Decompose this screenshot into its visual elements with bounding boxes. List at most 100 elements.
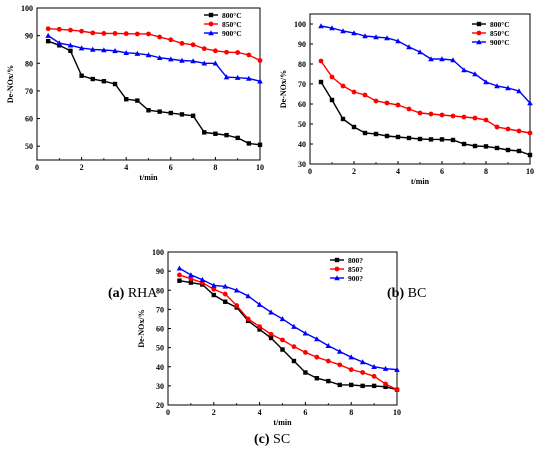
data-point [505,126,511,132]
data-point [201,46,207,52]
data-point [134,50,141,56]
y-tick-label: 50 [156,344,164,353]
data-point [505,147,511,153]
data-point [268,309,274,315]
x-tick-label: 6 [303,408,307,417]
series-3 [318,23,533,106]
data-point [223,74,230,80]
data-point [211,286,217,292]
data-point [325,342,332,348]
legend-label: 800°C [490,20,510,29]
y-axis-label: De-NOx/% [137,309,146,347]
x-axis-label: t/min [273,418,292,427]
data-point [373,98,379,104]
x-tick-label: 2 [352,167,356,176]
data-point [314,354,320,360]
data-point [384,35,390,41]
legend-label: 900°C [222,29,242,38]
data-point [45,32,51,38]
y-axis-label: De-NOx/% [6,65,15,103]
x-tick-label: 6 [440,167,444,176]
data-point [257,142,263,147]
x-tick-label: 4 [258,408,262,417]
data-point [224,49,229,55]
data-point [190,113,196,118]
data-point [90,76,95,82]
legend-marker [476,21,482,27]
y-tick-label: 40 [298,140,306,149]
data-point [494,83,500,89]
data-point [395,134,401,140]
series-3 [45,32,263,84]
x-tick-label: 4 [396,167,400,176]
data-point [90,30,96,36]
data-point [123,31,129,37]
data-point [314,376,320,381]
data-point [303,370,308,375]
data-point [279,316,286,322]
data-point [101,47,107,53]
data-point [348,367,354,373]
data-point [146,31,151,37]
data-point [68,27,73,33]
data-point [373,34,379,40]
data-point [146,108,151,113]
data-point [326,378,331,384]
data-point [234,303,240,308]
y-tick-label: 50 [25,142,33,151]
data-point [362,33,368,39]
y-tick-label: 80 [156,286,164,295]
data-point [67,42,74,48]
data-point [336,348,343,354]
data-point [68,48,73,54]
data-point [417,136,423,142]
legend-marker [476,30,482,36]
data-point [268,335,274,341]
data-point [280,347,285,352]
y-tick-label: 60 [298,100,306,109]
data-point [428,56,434,62]
data-point [257,78,263,84]
data-point [383,384,388,390]
data-point [483,117,489,123]
data-point [234,74,241,80]
data-point [461,114,467,120]
legend-label: 900? [348,274,363,283]
legend-marker [334,257,340,263]
data-point [112,48,118,54]
data-point [145,52,152,58]
y-tick-label: 50 [298,120,306,129]
data-point [188,272,194,278]
data-point [472,143,478,149]
data-point [303,350,308,355]
data-point [212,60,219,66]
data-point [190,42,196,48]
data-point [406,44,412,50]
data-point [222,291,228,297]
y-tick-label: 100 [294,20,306,29]
data-point [329,74,335,80]
x-tick-label: 4 [124,163,128,172]
caption-c-text: SC [273,432,291,447]
caption-c-letter: (c) [254,432,270,447]
data-point [245,293,251,299]
chart-panel-2: 0 2 4 6 8 10 30 40 50 60 70 80 90 100 t/min De-NOx/% 800… [279,13,534,186]
series-1 [45,38,263,147]
chart-panel-1: 0 2 4 6 8 10 50 60 70 80 90 100 t/min De-NOx/% 800°C85… [6,4,264,182]
data-point [123,49,129,56]
series-2 [45,26,263,63]
data-point [157,34,163,40]
data-point [394,387,400,393]
series-line [47,35,261,82]
data-point [494,145,500,151]
legend-label: 800? [348,256,363,265]
data-point [318,23,324,29]
data-point [406,106,412,112]
data-point [179,57,185,63]
data-point [78,45,85,51]
x-tick-label: 10 [526,167,534,176]
series-2 [177,272,400,393]
data-point [179,112,185,117]
y-tick-label: 60 [156,325,164,334]
data-point [384,133,390,139]
